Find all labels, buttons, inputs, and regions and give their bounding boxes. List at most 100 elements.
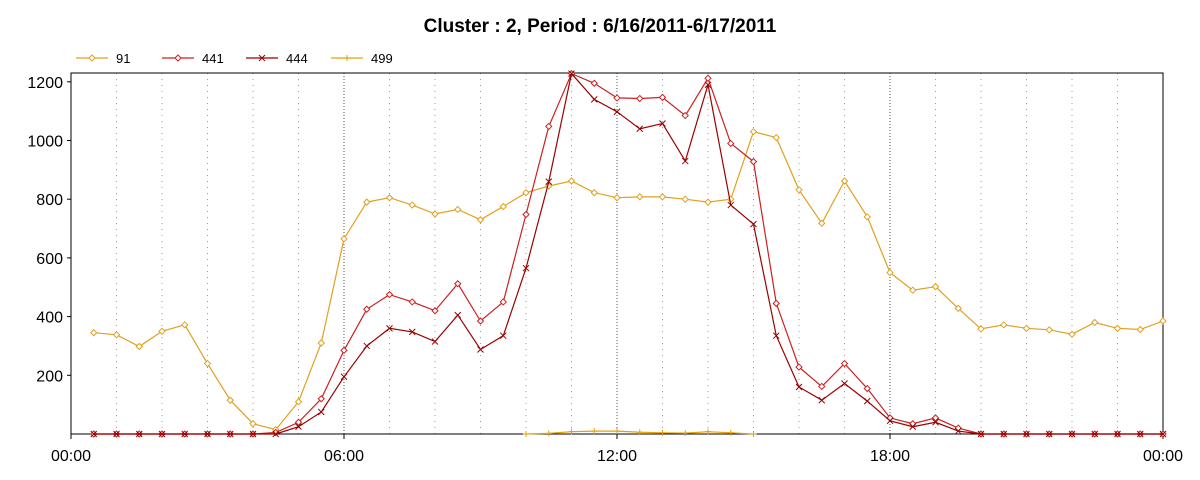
data-point (386, 324, 393, 332)
legend-item-91: 91 (76, 51, 130, 66)
y-tick-label: 400 (36, 310, 63, 327)
data-point (818, 396, 826, 404)
series-499 (523, 428, 757, 437)
data-point (591, 428, 598, 435)
data-point (272, 430, 280, 438)
data-point (135, 430, 143, 438)
legend-label: 441 (202, 51, 224, 66)
x-tick-label: 00:00 (51, 448, 91, 465)
data-point (431, 307, 439, 315)
data-point (705, 428, 711, 435)
data-point (294, 398, 303, 406)
data-point (568, 70, 575, 77)
data-point (385, 290, 394, 299)
data-point (1113, 324, 1122, 333)
y-axis: 200 400 600 800 1000 1200 (27, 75, 71, 385)
series-91 (90, 127, 1167, 434)
data-point (568, 428, 575, 435)
series-441 (90, 69, 1167, 438)
data-point (408, 328, 416, 336)
data-point (135, 342, 143, 351)
series-line (93, 130, 1164, 431)
data-point (795, 383, 803, 391)
data-point (113, 430, 120, 438)
y-tick-label: 800 (36, 192, 63, 209)
data-point (344, 55, 350, 61)
data-point (818, 219, 826, 227)
data-point (682, 430, 689, 437)
data-point (174, 54, 182, 62)
data-point (590, 79, 598, 87)
data-point (977, 430, 985, 438)
data-point (590, 96, 598, 103)
data-point (750, 220, 757, 228)
data-point (340, 235, 348, 243)
data-point (340, 346, 348, 355)
legend-item-499: 499 (331, 51, 393, 66)
data-point (90, 329, 98, 337)
data-point (203, 359, 212, 368)
data-point (249, 420, 257, 428)
data-point (88, 54, 96, 62)
data-point (476, 216, 485, 224)
series-line (93, 72, 1163, 435)
data-point (181, 321, 189, 329)
data-point (295, 423, 302, 431)
data-point (681, 111, 689, 120)
data-point (727, 195, 735, 203)
data-point (454, 311, 462, 319)
data-point (863, 384, 871, 393)
data-point (112, 331, 121, 339)
data-point (658, 193, 667, 201)
data-point (522, 210, 530, 219)
data-point (681, 195, 689, 203)
data-point (840, 359, 849, 368)
data-point (909, 286, 917, 294)
data-point (636, 94, 644, 103)
data-point (454, 205, 462, 214)
series-line (93, 72, 1163, 435)
data-point (249, 430, 257, 438)
legend: 91 441 444 499 (76, 51, 393, 66)
data-point (1045, 430, 1053, 438)
data-point (590, 189, 598, 197)
data-point (1091, 318, 1099, 327)
data-point (795, 363, 803, 371)
x-tick-label: 12:00 (597, 448, 637, 465)
data-point (863, 397, 871, 405)
data-point (1000, 430, 1008, 438)
data-point (795, 186, 803, 194)
data-point (727, 139, 735, 148)
legend-label: 91 (116, 51, 130, 66)
data-point (317, 395, 325, 403)
data-point (727, 429, 734, 436)
data-point (1068, 430, 1076, 438)
data-point (886, 417, 894, 425)
data-point (954, 427, 962, 435)
data-point (613, 194, 621, 202)
data-point (1045, 326, 1053, 334)
x-tick-label: 00:00 (1143, 448, 1183, 465)
data-point (90, 430, 98, 438)
data-point (1136, 430, 1144, 438)
data-point (545, 178, 553, 185)
data-point (1091, 430, 1099, 438)
data-point (977, 325, 985, 333)
y-tick-label: 200 (36, 368, 63, 385)
data-point (931, 282, 940, 291)
data-point (545, 122, 553, 131)
data-point (636, 125, 644, 133)
data-point (226, 396, 234, 404)
data-point (363, 198, 371, 206)
data-point (863, 213, 871, 221)
data-point (567, 177, 576, 185)
data-point (181, 430, 189, 438)
data-point (477, 346, 484, 353)
data-point (431, 338, 439, 345)
data-point (294, 418, 303, 426)
y-tick-label: 600 (36, 251, 63, 268)
data-point (658, 93, 667, 102)
data-point (363, 342, 371, 350)
data-point (681, 157, 689, 165)
data-point (1023, 430, 1030, 438)
